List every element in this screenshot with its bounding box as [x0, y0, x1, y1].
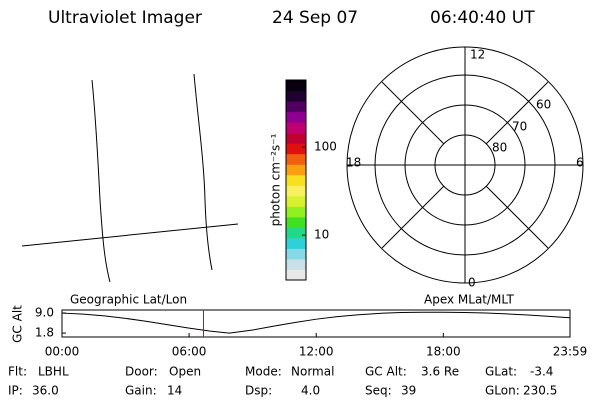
color-step — [286, 132, 306, 144]
field-label: Flt: — [8, 365, 27, 379]
field-label: IP: — [8, 384, 23, 398]
apex-label: Apex MLat/MLT — [424, 293, 514, 307]
mlt-label: 6 — [576, 156, 584, 170]
field-value: Open — [169, 365, 201, 379]
lat-label: 80 — [492, 141, 507, 155]
field-value: LBHL — [38, 365, 69, 379]
color-step — [286, 227, 306, 239]
time: 06:40:40 UT — [430, 8, 535, 28]
x-tick-label: 00:00 — [45, 345, 80, 359]
field-value: 14 — [167, 384, 182, 398]
field-value: 36.0 — [32, 384, 59, 398]
color-step — [286, 174, 306, 186]
color-step — [286, 101, 306, 113]
field-label: Door: — [125, 365, 158, 379]
footer: Flt: LBHL Door: Open Mode: Normal GC Alt: 3.6 R… — [8, 365, 557, 398]
color-step — [286, 111, 306, 123]
field-label: Dsp: — [245, 384, 272, 398]
colorbar — [285, 79, 307, 281]
plot-frame — [61, 309, 571, 338]
color-step — [286, 122, 306, 134]
field-value: -3.4 — [530, 365, 553, 379]
color-step — [286, 195, 306, 207]
lat-label: 60 — [536, 98, 551, 112]
colorbar-frame — [285, 79, 307, 281]
field-value: 39 — [401, 384, 416, 398]
color-step — [286, 269, 306, 281]
mlt-label: 18 — [346, 156, 361, 170]
date: 24 Sep 07 — [272, 8, 358, 28]
color-step — [286, 90, 306, 102]
color-step — [286, 143, 306, 155]
x-tick-label: 12:00 — [299, 345, 334, 359]
field-label: Seq: — [365, 384, 392, 398]
altitude-line — [61, 311, 571, 334]
field-value: Normal — [291, 365, 334, 379]
mlt-label: 0 — [468, 276, 476, 290]
x-tick-label: 23:59 — [553, 345, 588, 359]
field-label: Mode: — [245, 365, 282, 379]
geo-map — [21, 73, 239, 283]
geo-label: Geographic Lat/Lon — [70, 293, 187, 307]
tick-label: 10 — [314, 228, 329, 242]
field-value: 230.5 — [523, 384, 557, 398]
y-tick-label: 9.0 — [35, 306, 54, 320]
field-label: GLat: — [485, 365, 517, 379]
color-step — [286, 237, 306, 249]
field-label: GC Alt: — [365, 365, 407, 379]
color-step — [286, 164, 306, 176]
x-tick-label: 06:00 — [172, 345, 207, 359]
color-step — [286, 248, 306, 260]
color-step — [286, 258, 306, 270]
x-tick-label: 18:00 — [426, 345, 461, 359]
color-step — [286, 185, 306, 197]
tick-label: 100 — [314, 140, 337, 154]
field-value: 3.6 Re — [421, 365, 459, 379]
field-label: Gain: — [125, 384, 157, 398]
y-axis-label: GC Alt — [11, 305, 25, 343]
lat-label: 70 — [512, 120, 527, 134]
color-step — [286, 80, 306, 92]
color-step — [286, 216, 306, 228]
color-step — [286, 153, 306, 165]
instrument: Ultraviolet Imager — [48, 8, 202, 28]
color-step — [286, 206, 306, 218]
y-tick-label: 1.8 — [35, 326, 54, 340]
field-value: 4.0 — [301, 384, 320, 398]
mlt-label: 12 — [470, 48, 485, 62]
polar-grid — [346, 46, 584, 284]
field-label: GLon: — [485, 384, 520, 398]
colorbar-label: photon cm⁻²s⁻¹ — [269, 133, 283, 226]
